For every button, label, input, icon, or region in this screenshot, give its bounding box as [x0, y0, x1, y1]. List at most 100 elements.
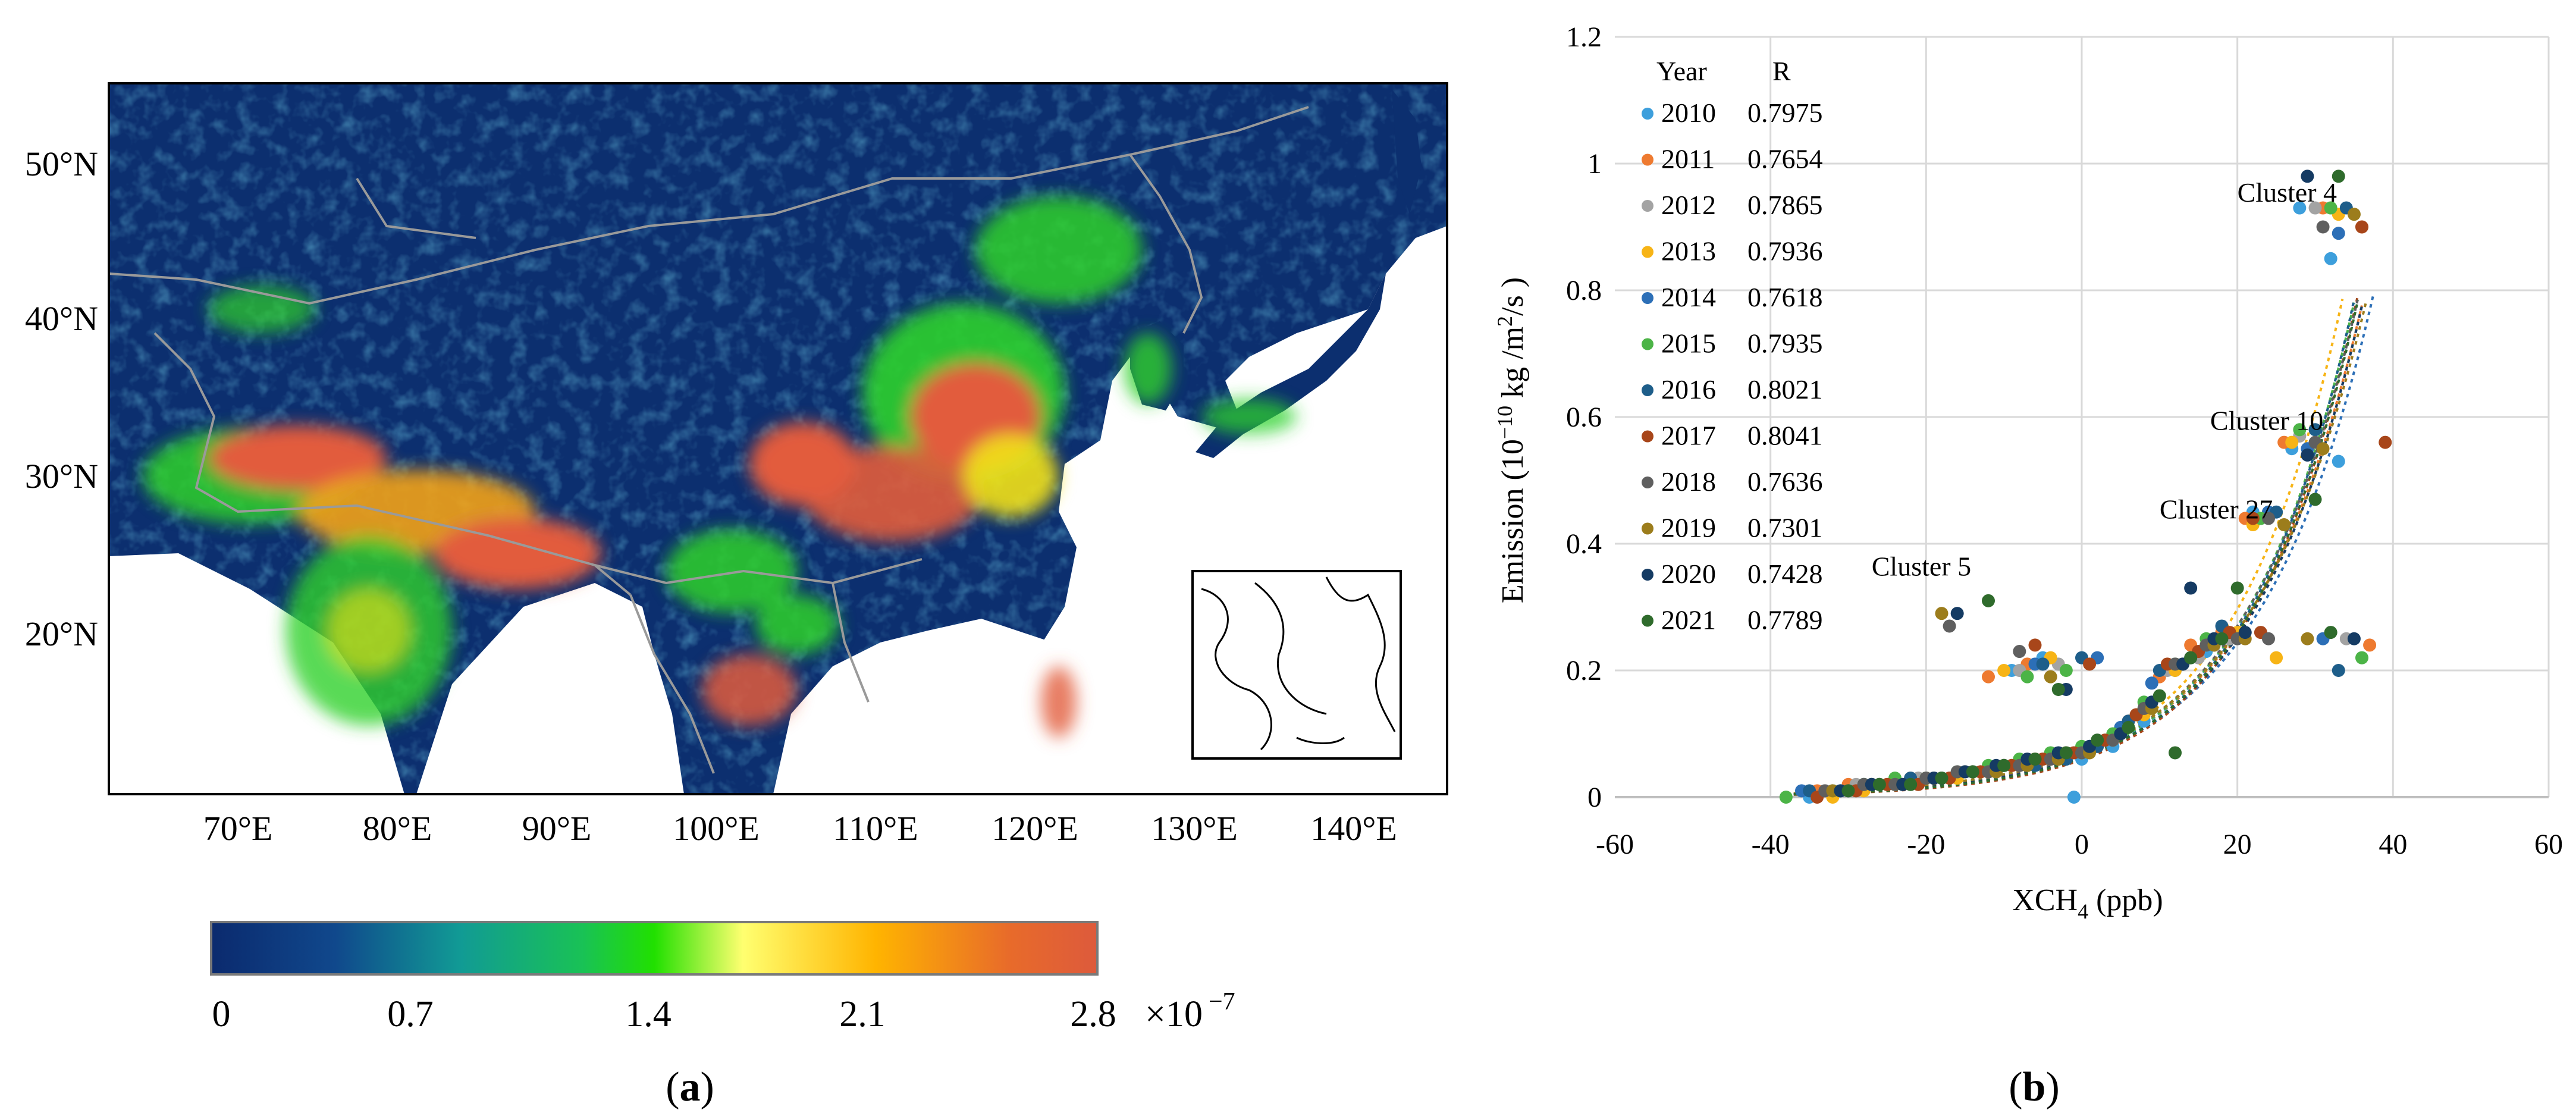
data-point-2014: [2332, 227, 2345, 240]
data-point-2013: [2285, 435, 2299, 449]
data-point-2017: [2028, 638, 2042, 652]
data-point-2021: [2230, 581, 2244, 595]
data-point-2017: [2246, 512, 2260, 525]
data-point-2020: [2347, 632, 2361, 645]
data-point-2015: [1779, 791, 1793, 804]
legend-r-value: 0.7428: [1747, 559, 1823, 589]
legend-year: 2013: [1661, 236, 1716, 267]
data-point-2021: [2308, 493, 2322, 506]
colorbar-tick-label: 2.8: [1070, 994, 1116, 1035]
data-point-2019: [2044, 670, 2057, 684]
panel-a-caption: (a): [666, 1064, 714, 1110]
fit-line-2016: [1786, 299, 2355, 796]
legend-header-r: R: [1772, 56, 1791, 86]
data-point-2021: [1904, 778, 1918, 791]
data-point-2015: [2020, 670, 2034, 684]
colorbar: 0 0.7 1.4 2.1 2.8 ×10 −7: [210, 921, 1235, 1035]
legend-marker: [1642, 477, 1653, 488]
data-point-2010: [2324, 252, 2337, 265]
legend: Year R 2010 0.7975 2011 0.7654 2012 0.7865 2013 0…: [1642, 56, 1823, 635]
cluster-label: Cluster 5: [1872, 551, 1971, 581]
data-point-2015: [2355, 651, 2368, 664]
lat-label: 20°N: [25, 615, 98, 653]
legend-marker: [1642, 153, 1653, 166]
fit-line-2019: [1786, 303, 2367, 795]
lon-label: 90°E: [522, 809, 592, 848]
x-tick-label: 0: [2075, 829, 2089, 860]
data-point-2010: [2332, 454, 2345, 468]
x-tick-label: -20: [1907, 829, 1945, 860]
lon-label: 140°E: [1310, 809, 1397, 848]
legend-year: 2021: [1661, 605, 1716, 635]
fit-line-2018: [1786, 297, 2359, 795]
lon-label: 130°E: [1151, 809, 1238, 848]
legend-year: 2019: [1661, 513, 1716, 543]
x-tick-label: -60: [1596, 829, 1634, 860]
legend-marker: [1642, 200, 1653, 212]
data-point-2021: [2184, 651, 2198, 664]
data-point-2010: [2067, 791, 2081, 804]
data-point-2015: [2293, 423, 2307, 437]
data-point-2019: [2277, 518, 2291, 532]
fit-line-2013: [1786, 299, 2344, 796]
data-point-2020: [2301, 170, 2314, 183]
data-point-2021: [1982, 594, 1995, 607]
fit-line-2012: [1786, 304, 2363, 796]
data-point-2021: [2324, 626, 2337, 639]
data-point-2017: [2379, 435, 2392, 449]
data-point-2021: [1966, 765, 1979, 779]
legend-year: 2020: [1661, 559, 1716, 589]
legend-marker: [1642, 384, 1653, 396]
bay-of-bengal: [416, 583, 684, 794]
data-point-2017: [2355, 220, 2368, 234]
x-tick-label: 60: [2534, 829, 2563, 860]
fit-line-2015: [1786, 302, 2355, 796]
lon-label: 70°E: [203, 809, 273, 848]
y-tick-labels: 0 0.2 0.4 0.6 0.8 1 1.2: [1566, 21, 1602, 813]
data-point-2019: [2301, 632, 2314, 645]
y-tick-label: 0: [1587, 782, 1602, 813]
colorbar-multiplier: ×10 −7: [1145, 988, 1235, 1035]
x-tick-label: -40: [1752, 829, 1790, 860]
x-axis-label: XCH4 (ppb): [2012, 883, 2163, 923]
cluster-annotations: Cluster 4 Cluster 10 Cluster 27 Cluster 5: [1872, 177, 2337, 581]
legend-header-year: Year: [1656, 56, 1707, 86]
data-point-2014: [2145, 676, 2158, 690]
data-point-2016: [2036, 657, 2050, 671]
legend-marker: [1642, 292, 1653, 304]
legend-year: 2015: [1661, 328, 1716, 359]
legend-r-value: 0.7975: [1747, 98, 1823, 128]
panel-b: -60 -40 -20 0 20 40 60 0 0.2 0.4 0.6 0.8 1 1.2 Year R…: [1493, 21, 2563, 1110]
lon-label: 120°E: [992, 809, 1078, 848]
data-point-2020: [2184, 581, 2198, 595]
panel-a: 50°N 40°N 30°N 20°N 70°E 80°E 90°E 100°E…: [25, 82, 1448, 1110]
legend-marker: [1642, 569, 1653, 581]
data-point-2021: [1841, 784, 1855, 798]
data-point-2013: [1997, 664, 2011, 677]
data-point-2021: [2059, 746, 2073, 760]
legend-marker: [1642, 615, 1653, 627]
legend-year: 2018: [1661, 466, 1716, 497]
data-point-2021: [2169, 746, 2182, 760]
panel-b-caption: (b): [2009, 1064, 2060, 1110]
legend-marker: [1642, 246, 1653, 258]
cluster-label: Cluster 27: [2160, 494, 2273, 524]
legend-r-value: 0.7636: [1747, 466, 1823, 497]
fit-line-2010: [1786, 303, 2355, 796]
map-frame: [108, 82, 1448, 795]
fit-line-2021: [1786, 299, 2359, 796]
data-point-2011: [1982, 670, 1995, 684]
legend-year: 2011: [1661, 144, 1715, 174]
cluster-label: Cluster 10: [2210, 405, 2323, 435]
y-tick-label: 1: [1587, 148, 1602, 180]
country-borders: [109, 106, 1309, 774]
data-point-2020: [2301, 448, 2314, 462]
legend-year: 2017: [1661, 421, 1716, 451]
legend-r-value: 0.8041: [1747, 421, 1823, 451]
lat-label: 30°N: [25, 457, 98, 496]
x-tick-labels: -60 -40 -20 0 20 40 60: [1596, 829, 2563, 860]
x-tick-label: 20: [2223, 829, 2252, 860]
cluster-label: Cluster 4: [2238, 177, 2337, 208]
legend-r-value: 0.7865: [1747, 190, 1823, 220]
data-point-2010: [2293, 201, 2307, 215]
